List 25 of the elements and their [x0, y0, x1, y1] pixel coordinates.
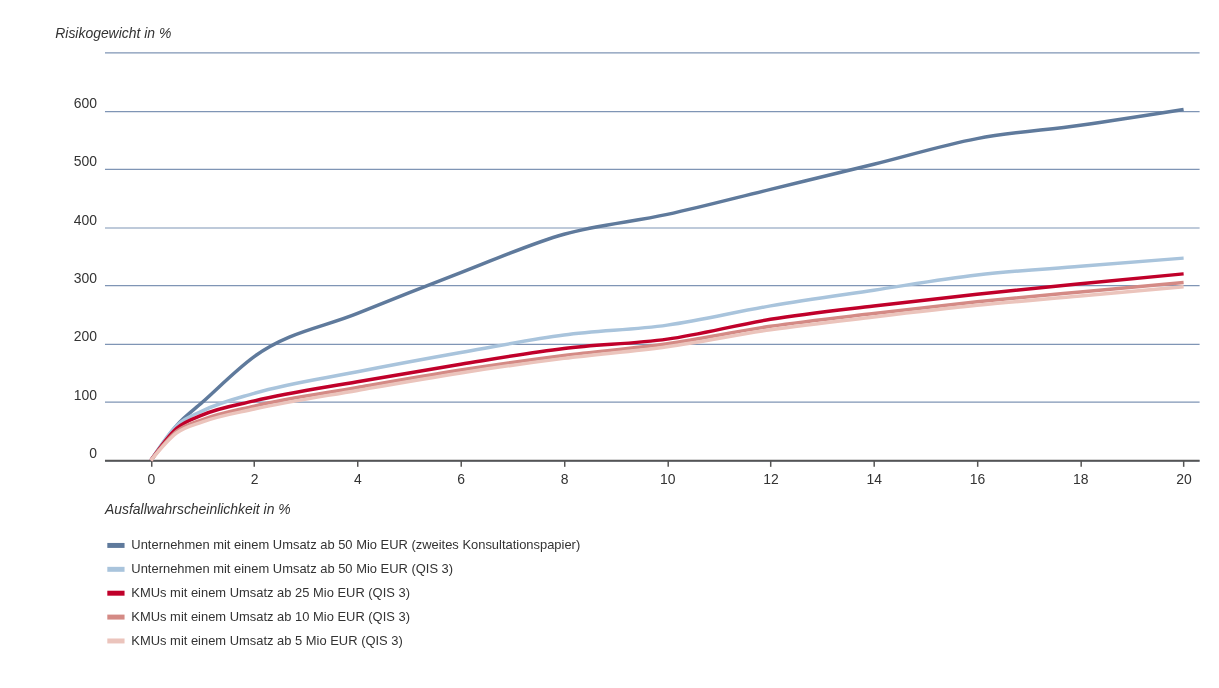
- y-tick-label: 200: [73, 328, 98, 345]
- y-tick-label: 400: [73, 211, 98, 228]
- legend-label: KMUs mit einem Umsatz ab 10 Mio EUR (QIS 3): [131, 609, 410, 625]
- y-tick-label: 0: [89, 444, 98, 461]
- y-axis-title: Risikogewicht in %: [55, 24, 172, 41]
- x-tick-label: 16: [969, 470, 986, 487]
- x-tick-label: 10: [660, 470, 676, 487]
- y-tick-label: 600: [73, 95, 98, 112]
- y-tick-label: 100: [73, 386, 98, 403]
- y-tick-label: 300: [73, 270, 98, 287]
- x-tick-label: 12: [763, 470, 780, 487]
- x-tick-label: 0: [147, 470, 156, 487]
- x-tick-label: 20: [1176, 470, 1193, 487]
- legend-label: KMUs mit einem Umsatz ab 5 Mio EUR (QIS 3): [131, 632, 403, 648]
- x-tick-label: 6: [457, 470, 466, 487]
- x-axis-title: Ausfallwahrscheinlichkeit in %: [103, 500, 291, 517]
- x-tick-label: 8: [560, 470, 569, 487]
- legend-label: Unternehmen mit einem Umsatz ab 50 Mio EUR (zweites Konsultationspapier): [131, 537, 581, 553]
- legend-label: KMUs mit einem Umsatz ab 25 Mio EUR (QIS 3): [131, 585, 410, 601]
- legend-label: Unternehmen mit einem Umsatz ab 50 Mio EUR (QIS 3): [131, 561, 454, 577]
- x-tick-label: 14: [866, 470, 883, 487]
- x-tick-label: 2: [250, 470, 259, 487]
- y-tick-label: 500: [73, 153, 98, 170]
- x-tick-label: 18: [1073, 470, 1089, 487]
- x-tick-label: 4: [354, 470, 363, 487]
